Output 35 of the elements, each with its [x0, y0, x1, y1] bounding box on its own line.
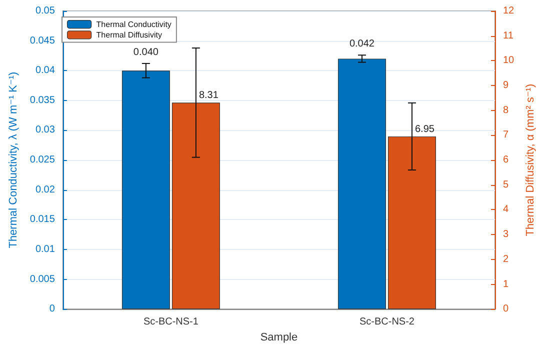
data-label: 6.95: [414, 124, 435, 135]
y2-tick-label: 3: [503, 229, 509, 240]
data-label: 0.040: [133, 46, 159, 58]
data-label: 8.31: [198, 90, 219, 102]
y-tick-label: 0.035: [30, 94, 56, 106]
y2-tick-label: 1: [503, 278, 509, 290]
y-tick-label: 0: [49, 304, 56, 315]
legend-label: Thermal Conductivity: [96, 20, 172, 29]
x-tick-label: Sc-BC-NS-1: [143, 316, 199, 328]
data-label: 0.042: [349, 38, 375, 50]
y2-tick-label: 7: [503, 130, 509, 141]
y2-tick-label: 12: [503, 6, 515, 16]
y2-tick-label: 2: [503, 254, 509, 265]
y2-tick-label: 4: [503, 204, 509, 216]
y-tick-label: 0.045: [30, 35, 56, 46]
x-tick-label: Sc-BC-NS-2: [359, 316, 415, 328]
y2-tick-label: 10: [503, 55, 515, 66]
x-axis-title: Sample: [260, 332, 298, 344]
y2-tick-label: 6: [503, 154, 509, 166]
y2-tick-label: 11: [503, 30, 514, 42]
y2-tick-label: 0: [503, 304, 509, 315]
y-tick-label: 0.015: [30, 214, 56, 226]
y-tick-label: 0.02: [35, 184, 56, 196]
legend-label: Thermal Diffusivity: [96, 30, 162, 40]
y-tick-label: 0.03: [35, 124, 56, 136]
y-tick-label: 0.025: [30, 154, 56, 166]
y2-axis-title: Thermal Diffusivity, α (mm² s⁻¹): [524, 84, 537, 236]
y2-tick-label: 5: [503, 179, 509, 190]
y-tick-label: 0.04: [35, 65, 56, 76]
y-tick-label: 0.05: [35, 6, 56, 16]
y-tick-label: 0.01: [35, 244, 56, 255]
y-axis-title: Thermal Conductivity, λ (W m⁻¹ K⁻¹): [8, 72, 20, 248]
y2-tick-label: 9: [503, 80, 509, 92]
y2-tick-label: 8: [503, 104, 509, 116]
y-tick-label: 0.005: [30, 274, 56, 285]
